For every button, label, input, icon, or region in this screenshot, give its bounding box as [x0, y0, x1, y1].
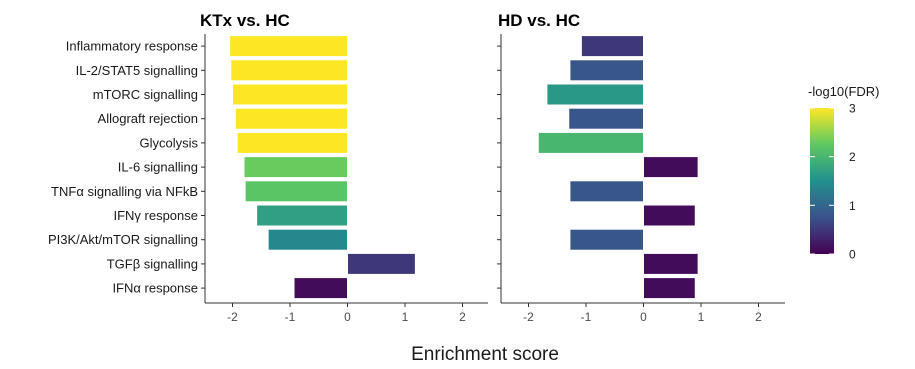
- bar-1-6: [243, 156, 348, 179]
- color-legend: -log10(FDR) 0 1 2 3: [808, 84, 880, 262]
- category-label: PI3K/Akt/mTOR signalling: [48, 232, 198, 247]
- legend-title: -log10(FDR): [808, 84, 880, 99]
- x-tick-label: -1: [581, 310, 592, 324]
- bar-1-3: [232, 83, 348, 106]
- legend-tick-label: 0: [849, 248, 856, 262]
- bar-2-2: [569, 59, 645, 82]
- category-label: Inflammatory response: [66, 39, 198, 54]
- legend-tick-label: 3: [849, 102, 856, 116]
- bar-1-8: [256, 204, 348, 227]
- x-tick-label: -2: [227, 310, 238, 324]
- bar-2-10: [643, 252, 699, 275]
- x-tick-label: 2: [459, 310, 466, 324]
- category-label: IFNγ response: [113, 208, 198, 223]
- panel-1: KTx vs. HC -2 -1 0 1 2 Inflammatory response IL…: [48, 11, 488, 324]
- x-tick-label: 1: [698, 310, 705, 324]
- bar-2-11: [643, 277, 696, 300]
- x-axis-title: Enrichment score: [411, 344, 559, 365]
- x-tick-label: 0: [344, 310, 351, 324]
- x-tick-label: 2: [755, 310, 762, 324]
- bar-2-1: [580, 35, 645, 58]
- category-label: TNFα signalling via NFkB: [51, 184, 198, 199]
- bar-1-7: [244, 180, 348, 203]
- category-label: TGFβ signalling: [107, 256, 198, 271]
- bar-1-2: [230, 59, 348, 82]
- bar-2-7: [569, 180, 645, 203]
- panel-2: HD vs. HC -2 -1 0 1 2: [497, 11, 785, 324]
- category-label: IL-2/STAT5 signalling: [76, 63, 198, 78]
- x-tick-label: -2: [523, 310, 534, 324]
- bar-2-8: [643, 204, 696, 227]
- panel-title: HD vs. HC: [498, 11, 580, 30]
- category-label: IFNα response: [112, 281, 198, 296]
- panel-title: KTx vs. HC: [200, 11, 290, 30]
- bar-2-9: [569, 228, 645, 251]
- bar-2-6: [643, 156, 699, 179]
- x-tick-label: 0: [640, 310, 647, 324]
- legend-tick-label: 2: [849, 150, 856, 164]
- category-label: mTORC signalling: [93, 87, 198, 102]
- legend-tick-label: 1: [849, 199, 856, 213]
- bar-1-9: [267, 228, 348, 251]
- bar-1-1: [229, 35, 348, 58]
- category-label: IL-6 signalling: [118, 160, 198, 175]
- bar-1-5: [236, 131, 349, 154]
- bar-1-4: [234, 107, 348, 130]
- bar-2-3: [546, 83, 645, 106]
- bar-2-5: [537, 131, 645, 154]
- x-tick-label: -1: [285, 310, 296, 324]
- x-tick-label: 1: [402, 310, 409, 324]
- category-label: Glycolysis: [139, 135, 198, 150]
- bar-1-11: [293, 277, 348, 300]
- bar-2-4: [568, 107, 644, 130]
- category-label: Allograft rejection: [98, 111, 198, 126]
- bar-1-10: [347, 252, 416, 275]
- legend-colorbar: [810, 108, 834, 254]
